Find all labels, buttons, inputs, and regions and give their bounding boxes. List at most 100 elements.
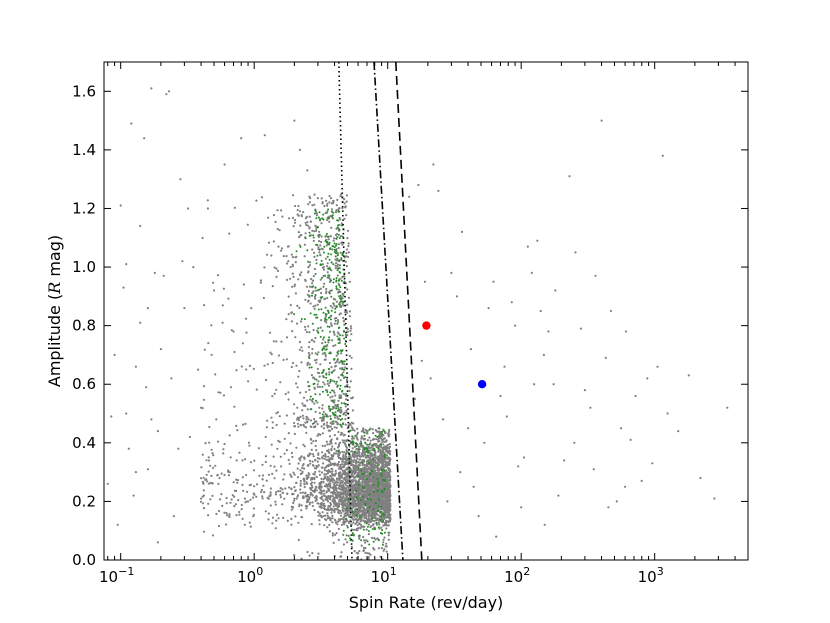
data-point [325, 440, 328, 443]
data-point [346, 512, 349, 515]
green-data-point [377, 447, 380, 450]
data-point [334, 258, 337, 261]
data-point [651, 462, 654, 465]
green-data-point [315, 313, 318, 316]
data-point [319, 433, 322, 436]
data-point [241, 476, 244, 479]
data-point [331, 395, 334, 398]
data-point [589, 406, 592, 409]
data-point [353, 470, 356, 473]
data-point [296, 467, 299, 470]
green-data-point [314, 209, 317, 212]
data-point [297, 278, 300, 281]
green-data-point [381, 543, 384, 546]
green-data-point [321, 217, 324, 220]
data-point [324, 444, 327, 447]
green-data-point [353, 450, 356, 453]
data-point [187, 207, 190, 210]
data-point [325, 496, 328, 499]
data-point [287, 260, 290, 263]
green-data-point [334, 311, 337, 314]
data-point [382, 448, 386, 451]
data-point [335, 426, 338, 429]
data-point [379, 461, 382, 464]
data-point [315, 361, 318, 364]
data-point [308, 473, 311, 476]
data-point [290, 488, 293, 491]
data-point [279, 487, 282, 490]
data-point [307, 454, 310, 457]
data-point [332, 344, 335, 348]
data-point [362, 445, 365, 448]
green-data-point [340, 359, 343, 362]
data-point [318, 251, 321, 254]
data-point [297, 419, 301, 422]
data-point [373, 474, 377, 477]
green-data-point [372, 540, 375, 543]
data-point [341, 334, 344, 337]
data-point [385, 550, 388, 553]
data-point [526, 245, 529, 248]
data-point [329, 421, 332, 425]
data-point [211, 494, 214, 497]
data-point [362, 507, 366, 510]
data-point [222, 287, 225, 290]
data-point [300, 455, 303, 458]
data-point [362, 497, 365, 501]
data-point [365, 488, 368, 491]
data-point [257, 447, 260, 450]
data-point [313, 267, 316, 271]
data-point [337, 443, 340, 446]
data-point [333, 481, 336, 485]
data-point [314, 224, 317, 227]
data-point [363, 450, 366, 453]
data-point [349, 455, 352, 458]
data-point [318, 470, 321, 473]
data-point [342, 455, 345, 459]
data-point [293, 119, 296, 122]
data-point [230, 329, 233, 332]
data-point [373, 485, 376, 488]
green-data-point [339, 423, 342, 426]
data-point [330, 208, 334, 211]
data-point [294, 336, 297, 339]
data-point [320, 291, 323, 295]
data-point [292, 275, 295, 278]
data-point [365, 514, 368, 517]
data-point [352, 475, 355, 478]
green-data-point [319, 335, 322, 338]
data-point [243, 497, 246, 500]
data-point [331, 480, 334, 483]
data-point [342, 533, 345, 537]
data-point [387, 501, 391, 504]
highlighted-point [477, 380, 487, 389]
data-point [341, 432, 344, 435]
green-data-point [380, 474, 383, 477]
data-point [284, 487, 287, 490]
data-point [304, 298, 307, 301]
data-point [316, 423, 319, 426]
green-data-point [372, 444, 374, 447]
data-point [269, 351, 272, 354]
x-tick-label: 100 [237, 565, 263, 586]
data-point [361, 478, 364, 481]
data-point [314, 297, 317, 300]
data-point [554, 289, 557, 292]
green-data-point [361, 461, 364, 464]
data-point [153, 271, 156, 274]
data-point [252, 496, 255, 499]
green-data-point [314, 273, 317, 275]
green-data-point [383, 480, 386, 483]
data-point [320, 497, 323, 500]
data-point [282, 516, 285, 520]
data-point [242, 489, 245, 492]
green-data-point [324, 341, 327, 344]
data-point [314, 304, 317, 307]
data-point [316, 457, 319, 460]
data-point [354, 475, 357, 478]
data-point [387, 510, 391, 513]
data-point [299, 484, 302, 487]
data-point [326, 344, 329, 347]
green-data-point [310, 366, 313, 369]
data-point [308, 353, 311, 357]
